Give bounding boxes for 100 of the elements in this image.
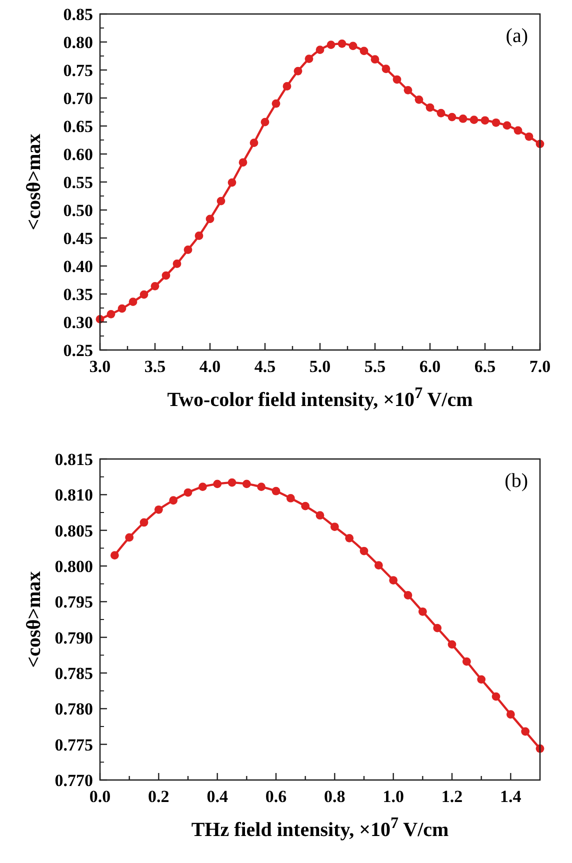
point — [433, 624, 442, 632]
point — [404, 86, 412, 94]
x-axis-title: Two-color field intensity, ×10$^{7}$ V/cm — [167, 384, 474, 411]
point — [198, 482, 207, 492]
point — [370, 55, 380, 64]
point — [228, 178, 236, 187]
x-tick-label: 0.2 — [148, 787, 170, 806]
y-tick-label: 0.790 — [54, 628, 93, 648]
x-tick-label: 6.0 — [419, 357, 441, 376]
x-tick-label: 5.5 — [364, 357, 386, 376]
y-tick-label: 0.30 — [63, 312, 93, 332]
y-tick-label: 0.805 — [54, 521, 93, 540]
point — [502, 121, 512, 130]
point — [426, 103, 434, 112]
y-tick-label: 0.60 — [63, 144, 93, 164]
point — [110, 551, 119, 560]
point — [272, 99, 280, 108]
point — [162, 271, 170, 280]
y-tick-label: 0.775 — [54, 735, 93, 754]
x-tick-label: 1.2 — [441, 787, 463, 806]
x-tick-label: 3.5 — [144, 357, 166, 376]
point — [382, 64, 390, 74]
point — [338, 39, 346, 48]
point — [524, 132, 534, 141]
point — [228, 478, 236, 487]
point — [184, 488, 192, 497]
x-tick-label: 7.0 — [529, 357, 551, 376]
annotation: (a) — [506, 25, 528, 47]
x-tick-label: 0.0 — [89, 787, 111, 806]
y-axis-title: <cosθ>max — [23, 134, 45, 230]
point — [257, 482, 266, 492]
point — [260, 118, 270, 126]
y-tick-label: 0.55 — [63, 172, 93, 192]
point — [106, 310, 116, 318]
point — [345, 534, 354, 542]
point — [492, 692, 500, 701]
point — [326, 40, 336, 49]
point — [272, 486, 280, 496]
y-axis-title: <cosθ>max — [23, 571, 45, 668]
point — [150, 282, 160, 290]
annotation: (b) — [504, 470, 528, 492]
point — [118, 304, 126, 313]
point — [360, 546, 368, 556]
y-tick-label: 0.85 — [63, 4, 93, 24]
point — [348, 42, 358, 50]
x-tick-label: 5.0 — [309, 357, 331, 376]
x-tick-label: 4.5 — [254, 357, 276, 376]
y-tick-label: 0.75 — [63, 60, 93, 80]
point — [294, 66, 302, 76]
point — [169, 496, 178, 505]
point — [389, 576, 398, 584]
point — [125, 533, 134, 542]
point — [458, 114, 468, 123]
x-tick-label: 4.0 — [199, 357, 221, 376]
y-tick-label: 0.780 — [54, 700, 93, 719]
point — [154, 505, 163, 514]
y-tick-label: 0.70 — [63, 88, 93, 108]
x-axis-title: THz field intensity, ×10$^{7}$ V/cm — [191, 814, 450, 841]
point — [213, 480, 222, 488]
x-tick-label: 1.0 — [382, 787, 404, 806]
point — [316, 511, 324, 520]
point — [184, 246, 192, 254]
point — [282, 82, 292, 90]
point — [316, 46, 324, 54]
x-tick-label: 0.6 — [265, 787, 287, 806]
point — [506, 710, 515, 719]
y-tick-label: 0.810 — [54, 486, 93, 505]
point — [418, 607, 427, 616]
point — [216, 196, 226, 206]
x-tick-label: 1.4 — [500, 787, 522, 806]
point — [404, 591, 412, 600]
y-tick-label: 0.45 — [63, 228, 93, 248]
y-tick-label: 0.785 — [54, 664, 93, 683]
y-tick-label: 0.800 — [54, 556, 93, 576]
point — [448, 112, 456, 122]
x-tick-label: 0.4 — [206, 787, 228, 806]
point — [374, 561, 383, 570]
point — [238, 158, 248, 167]
point — [514, 126, 522, 135]
point — [492, 118, 500, 127]
point — [140, 290, 148, 299]
x-tick-label: 6.5 — [474, 357, 496, 376]
y-tick-label: 0.25 — [63, 340, 93, 360]
point — [140, 518, 148, 527]
point — [128, 298, 138, 306]
y-tick-label: 0.80 — [63, 32, 93, 52]
y-tick-label: 0.65 — [63, 116, 93, 136]
point — [250, 138, 258, 147]
point — [360, 46, 368, 56]
point — [436, 108, 446, 118]
x-tick-label: 0.8 — [324, 787, 346, 806]
point — [414, 95, 424, 104]
y-tick-label: 0.40 — [63, 256, 93, 276]
y-tick-label: 0.35 — [63, 284, 93, 304]
point — [462, 657, 471, 666]
x-tick-label: 3.0 — [89, 357, 111, 376]
point — [480, 116, 490, 125]
point — [194, 232, 204, 240]
point — [330, 522, 339, 531]
point — [301, 502, 310, 510]
